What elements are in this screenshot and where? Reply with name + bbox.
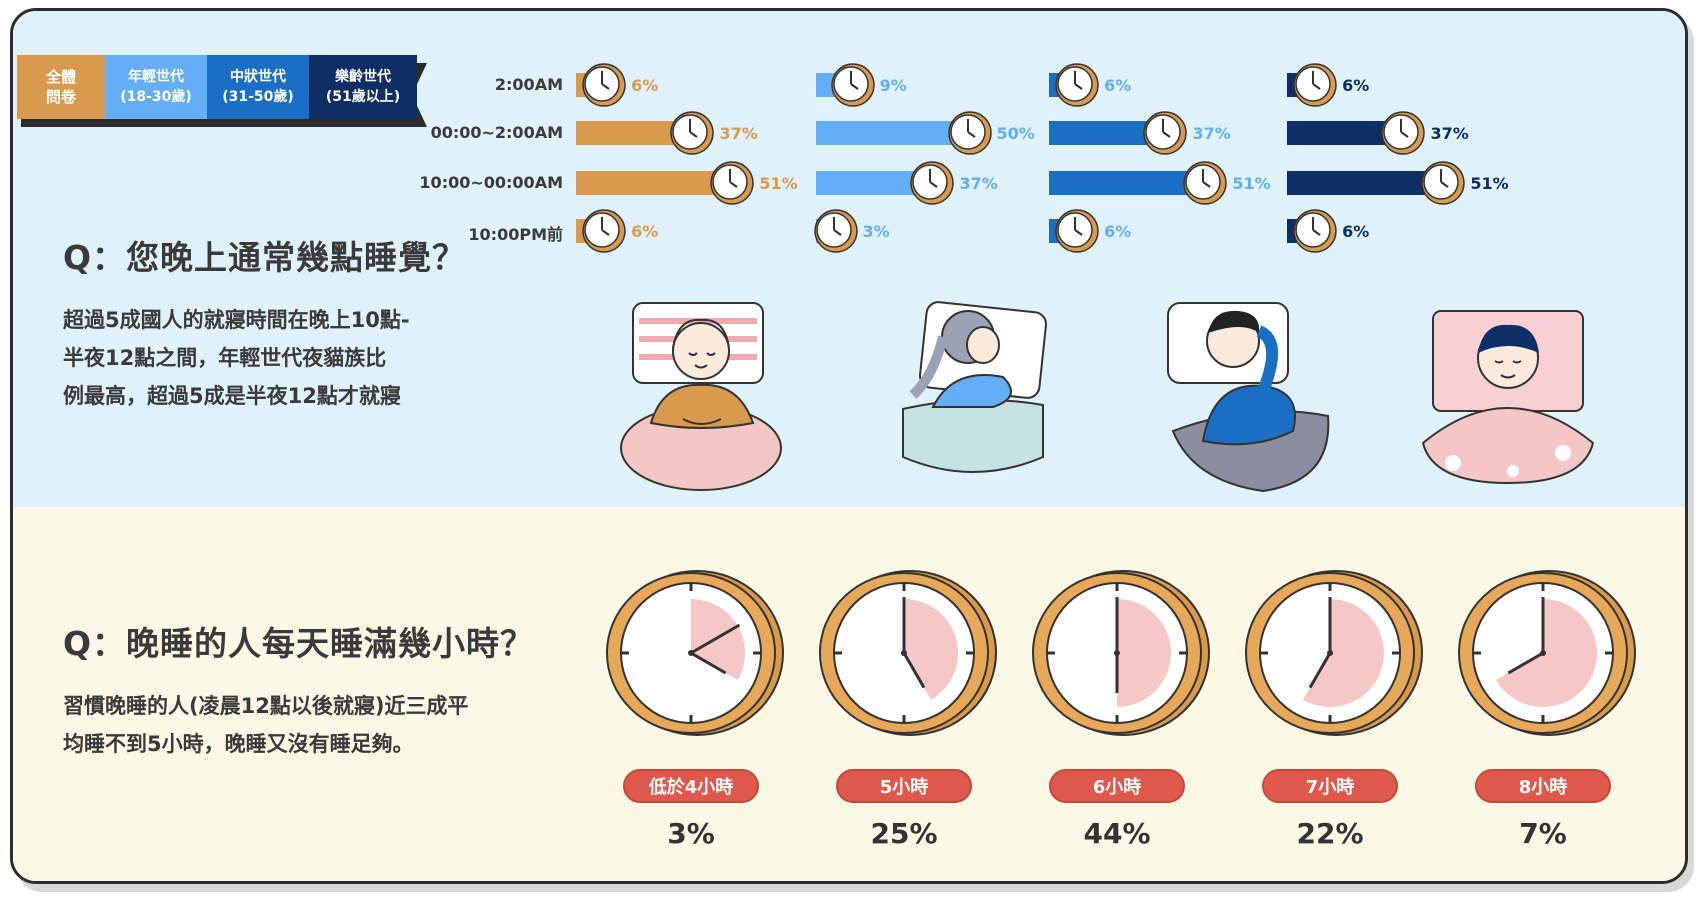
sleeping-grandpa-illustration-icon — [1421, 310, 1595, 485]
clock-icon — [1380, 110, 1426, 156]
bar — [816, 121, 959, 145]
legend-senior-line1: 樂齡世代 — [335, 69, 391, 85]
bar — [816, 171, 922, 195]
category-label: 2:00AM — [494, 75, 563, 94]
desc2-line: 習慣晚睡的人(凌晨12點以後就寢)近三成平 — [63, 694, 469, 718]
question1-description: 超過5成國人的就寢時間在晚上10點- 半夜12點之間，年輕世代夜貓族比 例最高，… — [63, 301, 410, 415]
desc1-line: 例最高，超過5成是半夜12點才就寢 — [63, 384, 401, 408]
question2-title: Q：晚睡的人每天睡滿幾小時？ — [63, 624, 535, 663]
bar — [1287, 121, 1393, 145]
legend-young: 年輕世代 (18-30歲) — [105, 55, 207, 119]
data-label: 9% — [879, 76, 907, 95]
hours-category-label: 5小時 — [836, 769, 972, 803]
desc2-line: 均睡不到5小時，晚睡又沒有睡足夠。 — [63, 732, 414, 756]
category-label: 00:00~2:00AM — [430, 123, 563, 142]
hours-category-label: 6小時 — [1049, 769, 1185, 803]
hours-percent-label: 25% — [870, 817, 938, 850]
data-label: 6% — [631, 76, 659, 95]
legend-all-line1: 全體 — [45, 68, 76, 86]
legend-senior-line2: (51歲以上) — [325, 89, 401, 105]
legend-young-line2: (18-30歲) — [120, 89, 192, 105]
data-label: 37% — [1430, 124, 1469, 143]
hours-category-label: 8小時 — [1475, 769, 1611, 803]
data-label: 51% — [1232, 174, 1271, 193]
bedtime-section: 全體 問卷 年輕世代 (18-30歲) 中狀世代 (31-50歲) 樂齡世代 (… — [13, 11, 1685, 507]
hours-category-label: 7小時 — [1262, 769, 1398, 803]
data-label: 6% — [1104, 222, 1132, 241]
legend-young-line1: 年輕世代 — [128, 69, 184, 85]
clock-icon — [1292, 62, 1338, 108]
hours-percent-label: 7% — [1519, 817, 1567, 850]
desc1-line: 超過5成國人的就寢時間在晚上10點- — [63, 308, 410, 332]
data-label: 6% — [1104, 76, 1132, 95]
data-label: 6% — [1342, 76, 1370, 95]
clock-icon — [909, 160, 955, 206]
bar — [576, 121, 682, 145]
legend-senior: 樂齡世代 (51歲以上) — [309, 55, 417, 119]
clock-chart-mark — [819, 570, 997, 736]
data-label: 6% — [631, 222, 659, 241]
desc1-line: 半夜12點之間，年輕世代夜貓族比 — [63, 346, 387, 370]
hours-category-label: 低於4小時 — [623, 769, 759, 803]
legend-middle-line1: 中狀世代 — [230, 69, 286, 85]
category-label: 10:00PM前 — [468, 225, 563, 244]
infographic-card: 全體 問卷 年輕世代 (18-30歲) 中狀世代 (31-50歲) 樂齡世代 (… — [10, 8, 1688, 884]
clock-chart-mark — [1245, 570, 1423, 736]
clock-icon — [709, 160, 755, 206]
hours-percent-label: 22% — [1296, 817, 1364, 850]
bar — [1049, 171, 1195, 195]
question1-title: Q：您晚上通常幾點睡覺？ — [63, 238, 467, 277]
data-label: 51% — [759, 174, 798, 193]
clock-icon — [1182, 160, 1228, 206]
clock-icon — [669, 110, 715, 156]
clock-icon — [1054, 208, 1100, 254]
clock-icon — [1054, 62, 1100, 108]
bar — [1287, 171, 1433, 195]
legend-all-line2: 問卷 — [45, 88, 76, 106]
clock-chart-mark — [606, 570, 784, 736]
legend-middle: 中狀世代 (31-50歲) — [207, 55, 309, 119]
hours-percent-label: 44% — [1083, 817, 1151, 850]
clock-icon — [1292, 208, 1338, 254]
clock-icon — [813, 208, 859, 254]
data-label: 37% — [719, 124, 758, 143]
clock-chart-mark — [1458, 570, 1636, 736]
question2-description: 習慣晚睡的人(凌晨12點以後就寢)近三成平 均睡不到5小時，晚睡又沒有睡足夠。 — [63, 687, 468, 763]
legend-all: 全體 問卷 — [17, 55, 105, 119]
data-label: 6% — [1342, 222, 1370, 241]
hours-percent-label: 3% — [667, 817, 715, 850]
data-label: 37% — [959, 174, 998, 193]
data-label: 51% — [1470, 174, 1509, 193]
clock-icon — [947, 110, 993, 156]
clock-icon — [1142, 110, 1188, 156]
clock-icon — [1420, 160, 1466, 206]
legend: 全體 問卷 年輕世代 (18-30歲) 中狀世代 (31-50歲) 樂齡世代 (… — [17, 55, 427, 127]
data-label: 3% — [862, 222, 890, 241]
sleeping-woman-illustration-icon — [620, 302, 782, 491]
bar — [576, 171, 722, 195]
clock-icon — [581, 208, 627, 254]
bar — [1049, 121, 1155, 145]
clock-icon — [830, 62, 876, 108]
data-label: 50% — [996, 124, 1035, 143]
sleeping-girl-illustration-icon — [902, 301, 1047, 473]
clock-chart-mark — [1032, 570, 1210, 736]
category-label: 10:00~00:00AM — [419, 173, 563, 192]
clock-icon — [581, 62, 627, 108]
legend-middle-line2: (31-50歲) — [222, 89, 294, 105]
sleeping-man-illustration-icon — [1167, 302, 1330, 493]
sleep-hours-section: Q：晚睡的人每天睡滿幾小時？ 習慣晚睡的人(凌晨12點以後就寢)近三成平 均睡不… — [13, 507, 1685, 881]
data-label: 37% — [1192, 124, 1231, 143]
